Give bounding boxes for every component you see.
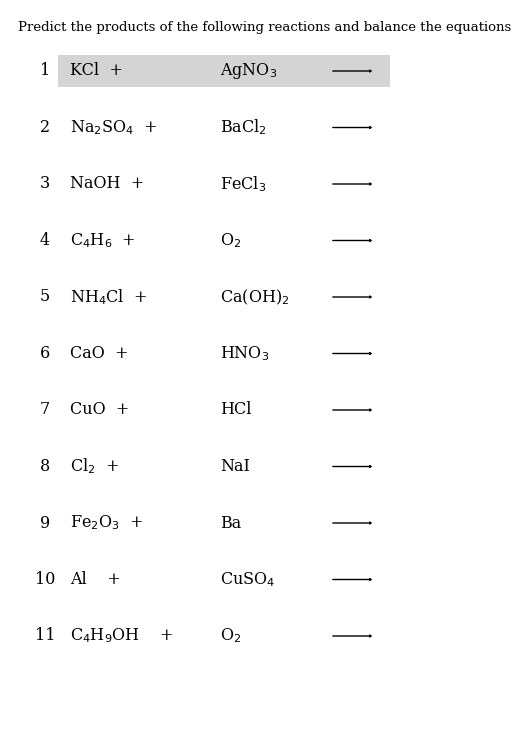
Text: 4: 4 [40, 232, 50, 249]
Text: 3: 3 [40, 175, 50, 193]
Text: 6: 6 [40, 345, 50, 362]
Text: O$_2$: O$_2$ [220, 627, 241, 646]
Text: Cl$_2$  +: Cl$_2$ + [70, 457, 119, 476]
Text: AgNO$_3$: AgNO$_3$ [220, 61, 277, 81]
Text: Ca(OH)$_2$: Ca(OH)$_2$ [220, 287, 289, 307]
Text: Predict the products of the following reactions and balance the equations.: Predict the products of the following re… [18, 21, 511, 34]
Text: O$_2$: O$_2$ [220, 231, 241, 249]
Text: KCl  +: KCl + [70, 63, 123, 79]
Text: CaO  +: CaO + [70, 345, 128, 362]
Text: BaCl$_2$: BaCl$_2$ [220, 118, 267, 138]
Text: C$_4$H$_9$OH    +: C$_4$H$_9$OH + [70, 627, 173, 646]
Text: Ba: Ba [220, 515, 241, 531]
Text: CuO  +: CuO + [70, 401, 129, 419]
Text: HNO$_3$: HNO$_3$ [220, 344, 269, 363]
Text: 9: 9 [40, 515, 50, 531]
Text: 11: 11 [35, 627, 55, 645]
Text: 7: 7 [40, 401, 50, 419]
Text: Al    +: Al + [70, 571, 121, 588]
Text: NaOH  +: NaOH + [70, 175, 144, 193]
Text: Fe$_2$O$_3$  +: Fe$_2$O$_3$ + [70, 513, 143, 532]
Text: 5: 5 [40, 289, 50, 305]
Text: HCl: HCl [220, 401, 251, 419]
Text: FeCl$_3$: FeCl$_3$ [220, 174, 266, 194]
Text: Na$_2$SO$_4$  +: Na$_2$SO$_4$ + [70, 118, 157, 137]
Text: 10: 10 [35, 571, 55, 588]
Text: CuSO$_4$: CuSO$_4$ [220, 570, 275, 589]
Text: 2: 2 [40, 119, 50, 136]
Text: C$_4$H$_6$  +: C$_4$H$_6$ + [70, 231, 135, 249]
Text: NH$_4$Cl  +: NH$_4$Cl + [70, 287, 147, 307]
Bar [58, 55, 390, 87]
Text: 1: 1 [40, 63, 50, 79]
Text: NaI: NaI [220, 458, 250, 475]
Text: 8: 8 [40, 458, 50, 475]
